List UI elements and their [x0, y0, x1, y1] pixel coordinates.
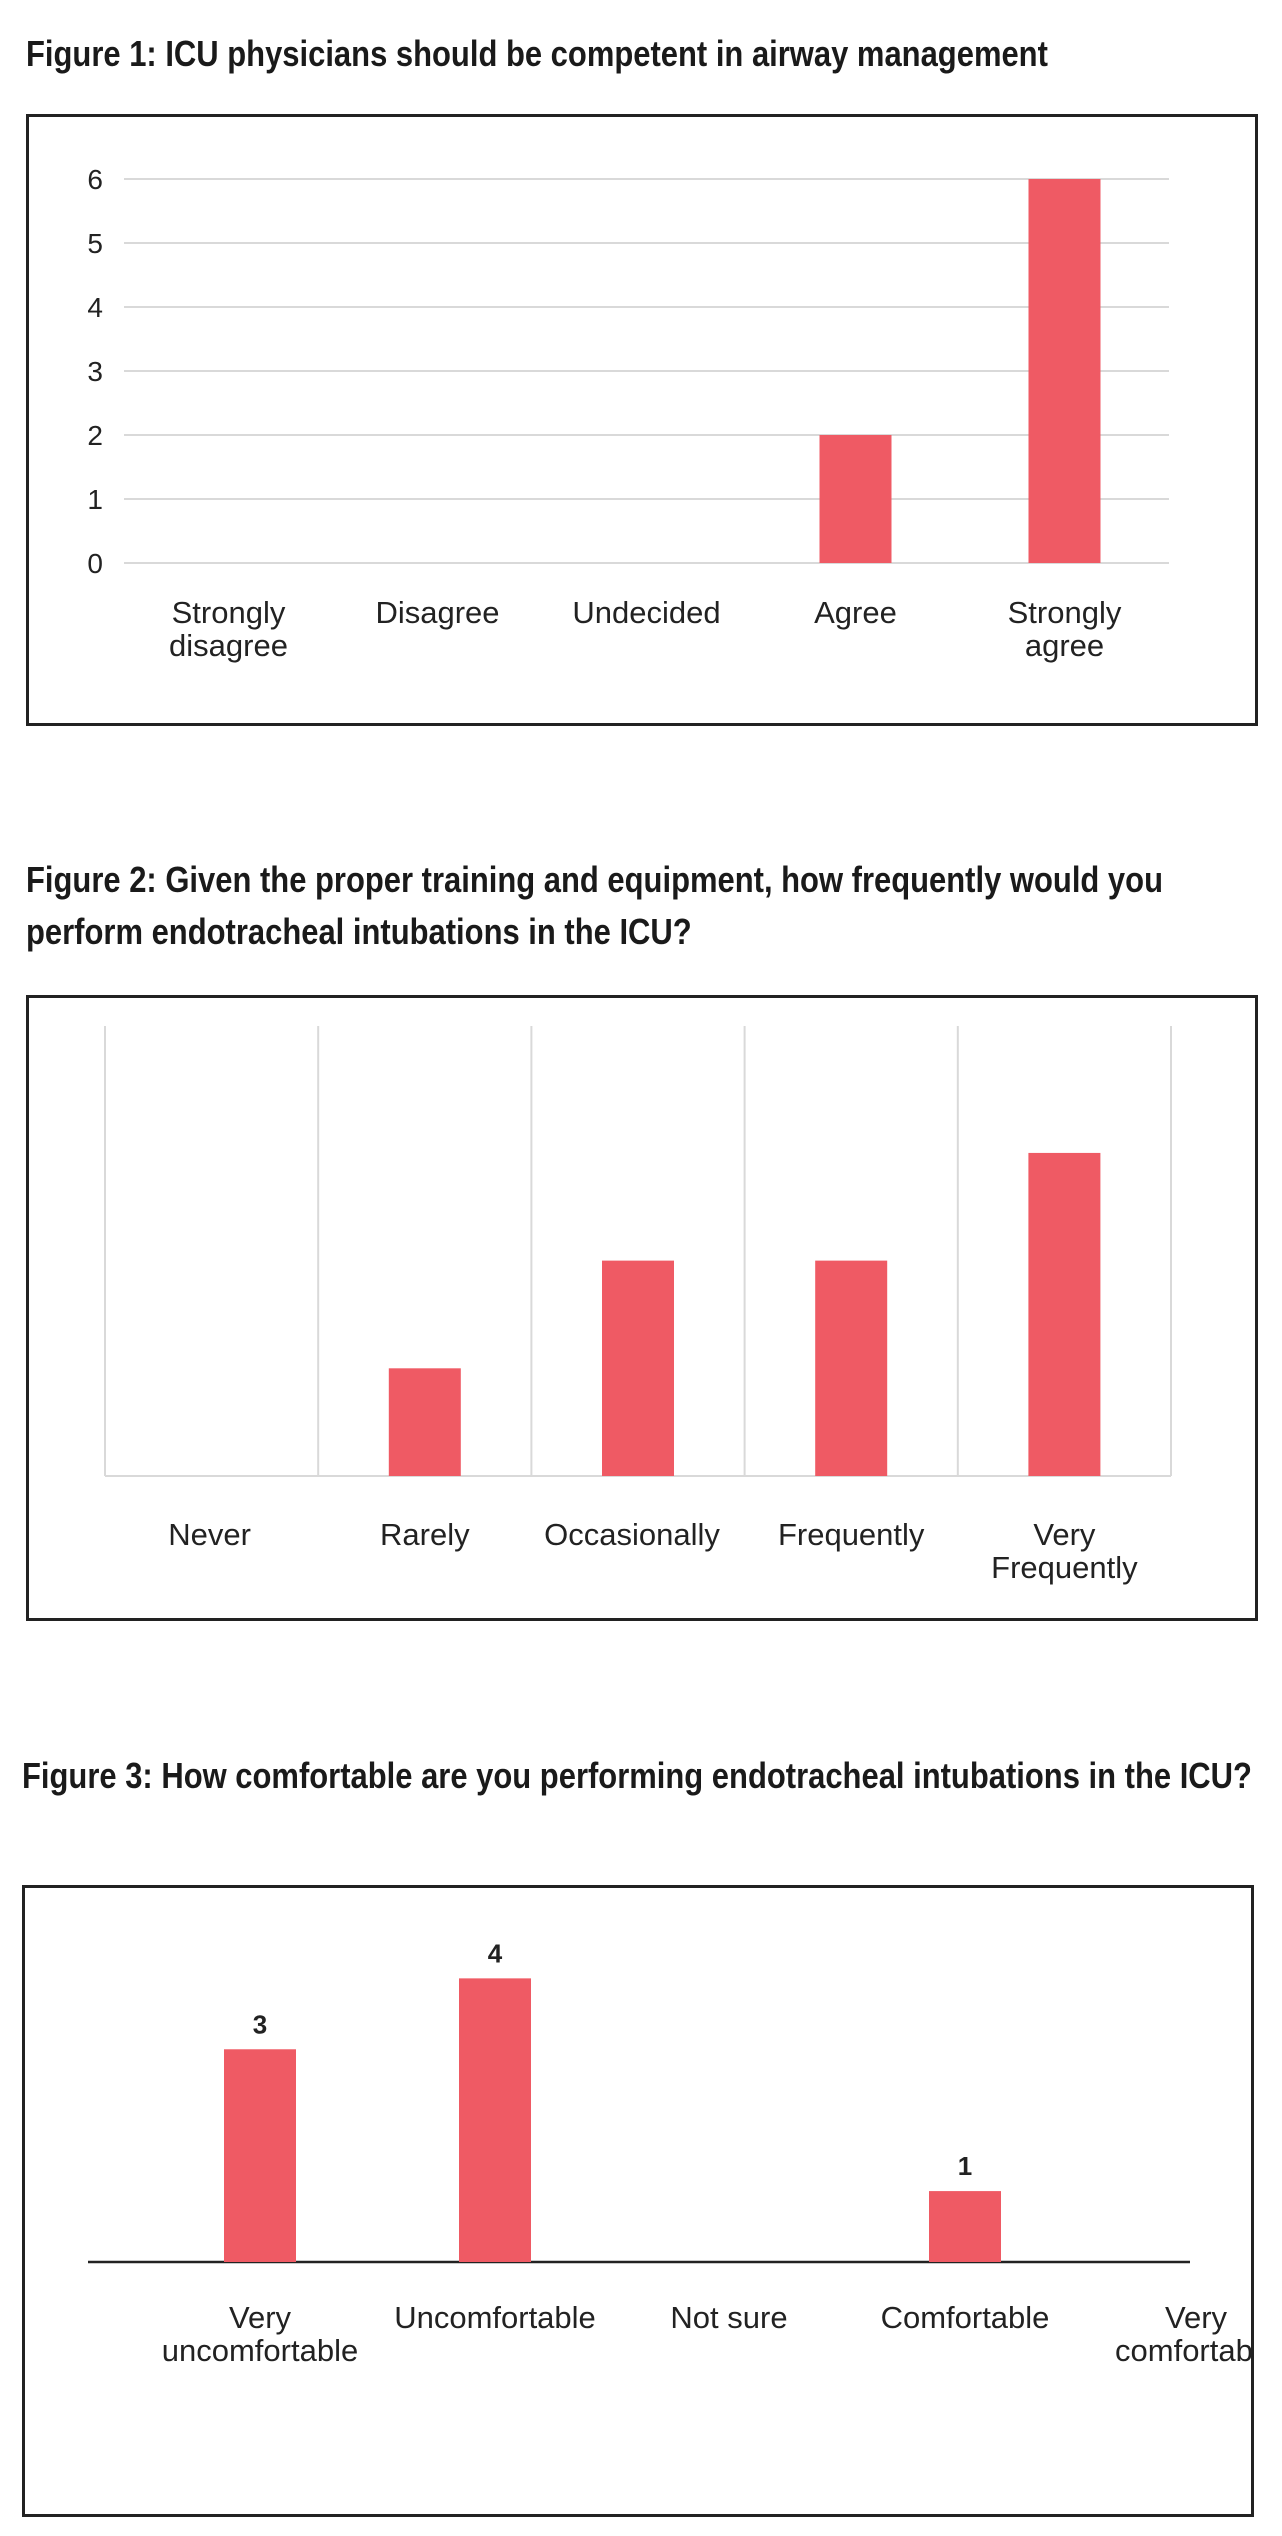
- x-category-label: Very: [229, 2300, 292, 2335]
- bar-comfortable: [929, 2191, 1001, 2262]
- x-category-label: disagree: [169, 628, 288, 663]
- x-category-label: Disagree: [375, 595, 499, 630]
- x-category-label: agree: [1025, 628, 1104, 663]
- x-category-label: Comfortable: [881, 2300, 1050, 2335]
- x-category-label: uncomfortable: [162, 2333, 358, 2368]
- figure-1-title: Figure 1: ICU physicians should be compe…: [26, 33, 1048, 74]
- x-category-label: Very: [1165, 2300, 1228, 2335]
- figure-3-chart: 3 Very uncomfortable 4 Uncomfortable Not sure…: [22, 1885, 1254, 2517]
- y-tick-label: 0: [87, 548, 103, 579]
- x-category-label: Frequently: [991, 1550, 1138, 1585]
- figure-2-title: Figure 2: Given the proper training and …: [26, 859, 1163, 952]
- y-tick-label: 3: [87, 356, 103, 387]
- x-category-label: Frequently: [778, 1517, 925, 1552]
- bar-rarely: [388, 1368, 461, 1476]
- x-category-label: Rarely: [380, 1517, 470, 1552]
- bar-occasionally: [602, 1260, 674, 1476]
- figure-3-title: Figure 3: How comfortable are you perfor…: [22, 1755, 1252, 1796]
- x-category-label: Agree: [814, 595, 897, 630]
- figure-2-chart: Never Rarely Occasionally Frequently Very Fre…: [26, 995, 1258, 1621]
- data-label: 4: [488, 1938, 503, 1968]
- x-category-label: Undecided: [572, 595, 720, 630]
- figure-2-plot: Never Rarely Occasionally Frequently VeryFre…: [104, 1026, 1172, 1585]
- x-category-label: Occasionally: [544, 1517, 720, 1552]
- x-category-label: Strongly: [1008, 595, 1122, 630]
- y-tick-label: 1: [87, 484, 103, 515]
- x-category-label: Not sure: [670, 2300, 787, 2335]
- bar-frequently: [815, 1260, 888, 1476]
- x-category-label: Uncomfortable: [394, 2300, 596, 2335]
- bar-very-uncomfortable: [224, 2049, 296, 2262]
- bar-agree: [819, 435, 892, 563]
- bar-very-frequently: [1028, 1152, 1101, 1476]
- figure-1-chart: 0 1 2 3 4 5 6 Strongly disagree Disagree Undecided…: [26, 114, 1258, 726]
- bar-strongly-agree: [1028, 179, 1101, 563]
- data-label: 3: [253, 2009, 267, 2039]
- data-label: 1: [958, 2151, 972, 2181]
- y-tick-label: 6: [87, 164, 103, 195]
- x-category-label: comfortable: [1115, 2333, 1251, 2368]
- y-tick-label: 4: [87, 292, 103, 323]
- x-category-label: Strongly: [172, 595, 286, 630]
- bar-uncomfortable: [459, 1978, 531, 2262]
- x-category-label: Never: [168, 1517, 251, 1552]
- x-category-label: Very: [1033, 1517, 1096, 1552]
- y-tick-label: 5: [87, 228, 103, 259]
- y-tick-label: 2: [87, 420, 103, 451]
